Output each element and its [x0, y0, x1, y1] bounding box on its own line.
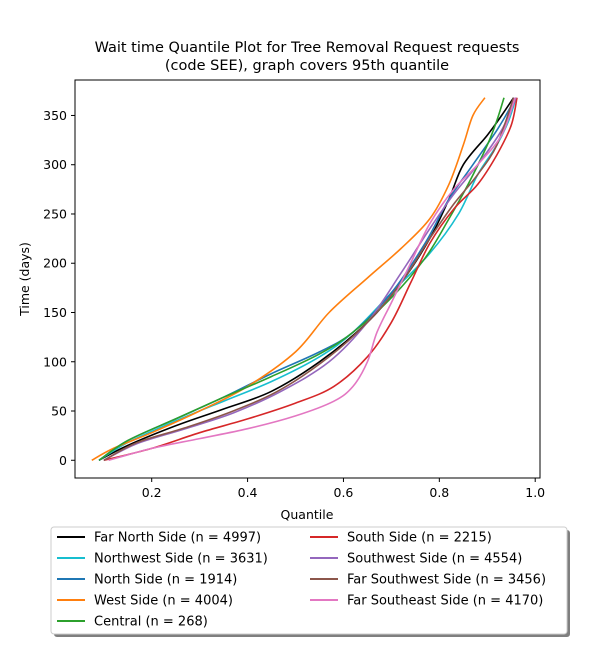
y-tick-label: 50 — [51, 404, 67, 419]
legend-label: West Side (n = 4004) — [94, 594, 233, 609]
y-tick-label: 350 — [43, 108, 67, 123]
legend-label: Northwest Side (n = 3631) — [94, 552, 268, 567]
legend-label: South Side (n = 2215) — [347, 531, 492, 546]
y-tick-label: 200 — [43, 256, 67, 271]
series-line-7 — [103, 97, 515, 462]
series-line-6 — [103, 97, 517, 462]
legend-label: North Side (n = 1914) — [94, 573, 237, 588]
legend-label: Central (n = 268) — [94, 615, 208, 630]
y-tick-label: 250 — [43, 206, 67, 221]
legend: Far North Side (n = 4997) Northwest Side … — [50, 526, 570, 637]
plot-area-frame — [74, 79, 541, 479]
y-axis-label: Time (days) — [17, 242, 32, 317]
x-tick-label: 1.0 — [525, 485, 545, 500]
series-line-4 — [98, 97, 505, 461]
y-axis: 0 50 100 150 200 250 300 350 — [43, 108, 75, 468]
x-axis: 0.2 0.4 0.6 0.8 1.0 — [142, 478, 545, 500]
series-line-8 — [108, 97, 516, 462]
y-tick-label: 0 — [59, 453, 67, 468]
series-line-1 — [98, 97, 517, 461]
y-tick-label: 100 — [43, 354, 67, 369]
legend-label: Far Southwest Side (n = 3456) — [347, 573, 546, 588]
series-line-3 — [91, 97, 486, 461]
series-layer — [91, 97, 518, 462]
y-tick-label: 150 — [43, 305, 67, 320]
x-tick-label: 0.4 — [238, 485, 258, 500]
chart-title-line-1: Wait time Quantile Plot for Tree Removal… — [95, 40, 520, 56]
legend-items: Far North Side (n = 4997) Northwest Side … — [57, 531, 546, 630]
y-tick-label: 300 — [43, 157, 67, 172]
x-tick-label: 0.6 — [334, 485, 354, 500]
x-tick-label: 0.8 — [429, 485, 449, 500]
legend-frame — [50, 526, 568, 635]
legend-label: Far Southeast Side (n = 4170) — [347, 594, 543, 609]
x-axis-label: Quantile — [281, 507, 334, 522]
legend-label: Far North Side (n = 4997) — [94, 531, 261, 546]
series-line-5 — [103, 97, 518, 462]
x-tick-label: 0.2 — [142, 485, 162, 500]
series-line-0 — [98, 97, 515, 462]
chart-title-line-2: (code SEE), graph covers 95th quantile — [165, 58, 449, 74]
series-line-2 — [98, 97, 515, 461]
legend-label: Southwest Side (n = 4554) — [347, 552, 522, 567]
